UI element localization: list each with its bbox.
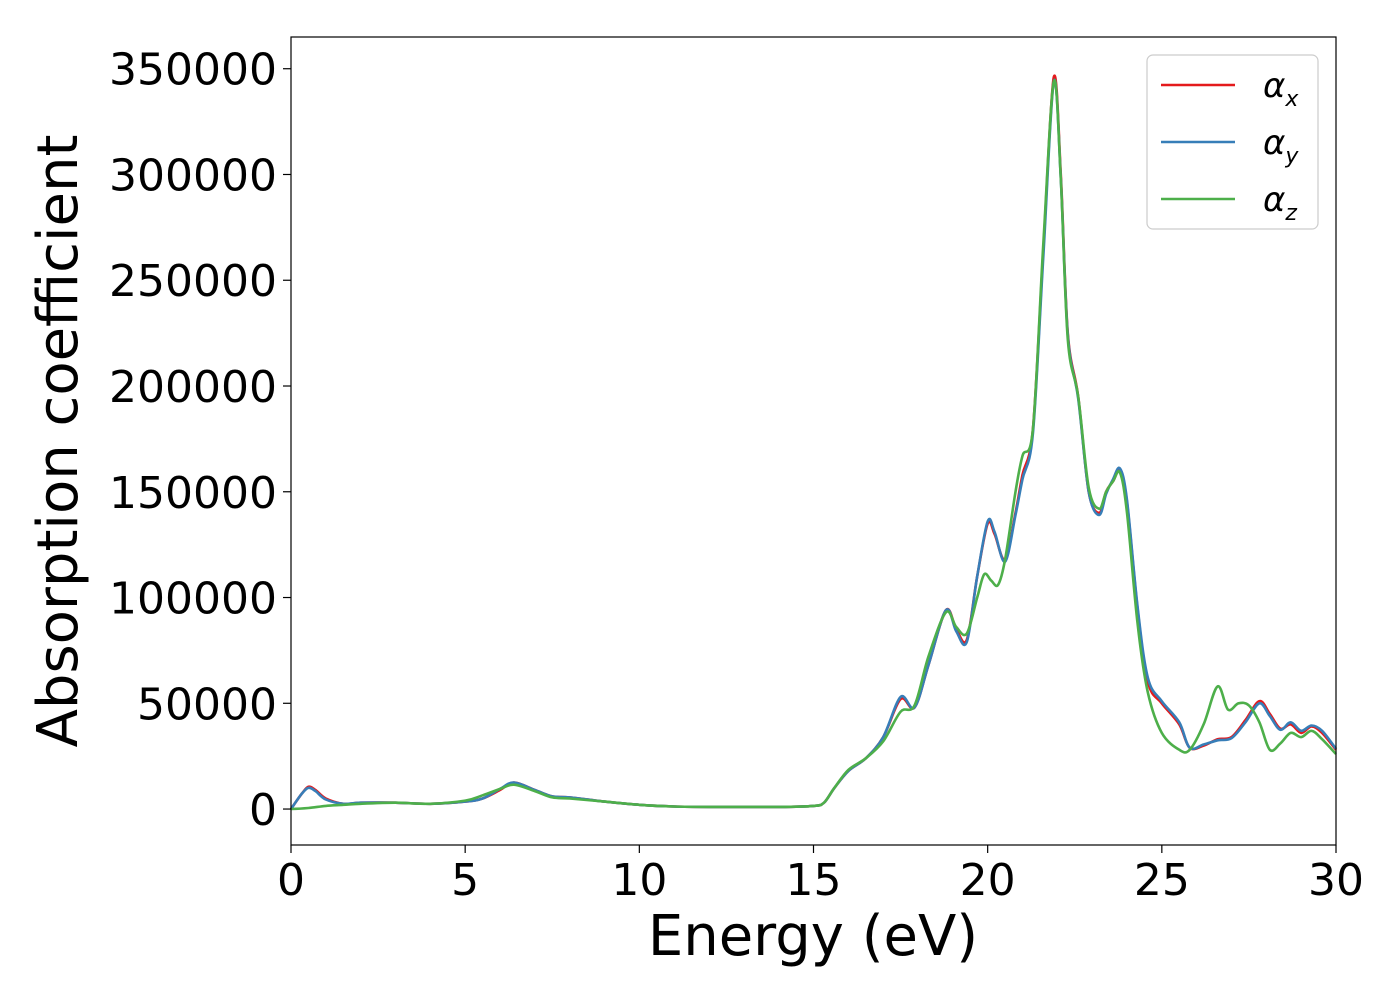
legend-label-y: αy <box>1263 123 1299 169</box>
x-tick-label: 15 <box>786 855 842 906</box>
y-tick-label: 50000 <box>137 679 277 730</box>
legend-label-x: αx <box>1263 66 1299 112</box>
y-tick-label: 300000 <box>109 150 277 201</box>
series-line-z <box>290 79 1337 811</box>
y-tick-label: 0 <box>249 785 277 836</box>
y-axis-label: Absorption coefficient <box>26 135 91 748</box>
series-layer <box>289 74 1338 811</box>
y-tick-label: 100000 <box>109 574 277 625</box>
x-tick-label: 0 <box>277 855 305 906</box>
y-tick-label: 350000 <box>109 45 277 96</box>
x-axis-label: Energy (eV) <box>648 904 978 969</box>
legend: αx αy αz <box>1146 54 1319 230</box>
x-axis-ticks: 0 5 10 15 20 25 30 <box>277 845 1364 906</box>
x-tick-label: 25 <box>1134 855 1190 906</box>
legend-label-z: αz <box>1263 180 1297 226</box>
y-axis-ticks: 0 50000 100000 150000 200000 250000 300000 3500… <box>109 45 291 836</box>
y-tick-label: 250000 <box>109 256 277 307</box>
y-tick-label: 200000 <box>109 362 277 413</box>
x-tick-label: 30 <box>1308 855 1364 906</box>
x-tick-label: 20 <box>960 855 1016 906</box>
x-tick-label: 5 <box>451 855 479 906</box>
x-tick-label: 10 <box>611 855 667 906</box>
y-tick-label: 150000 <box>109 468 277 519</box>
